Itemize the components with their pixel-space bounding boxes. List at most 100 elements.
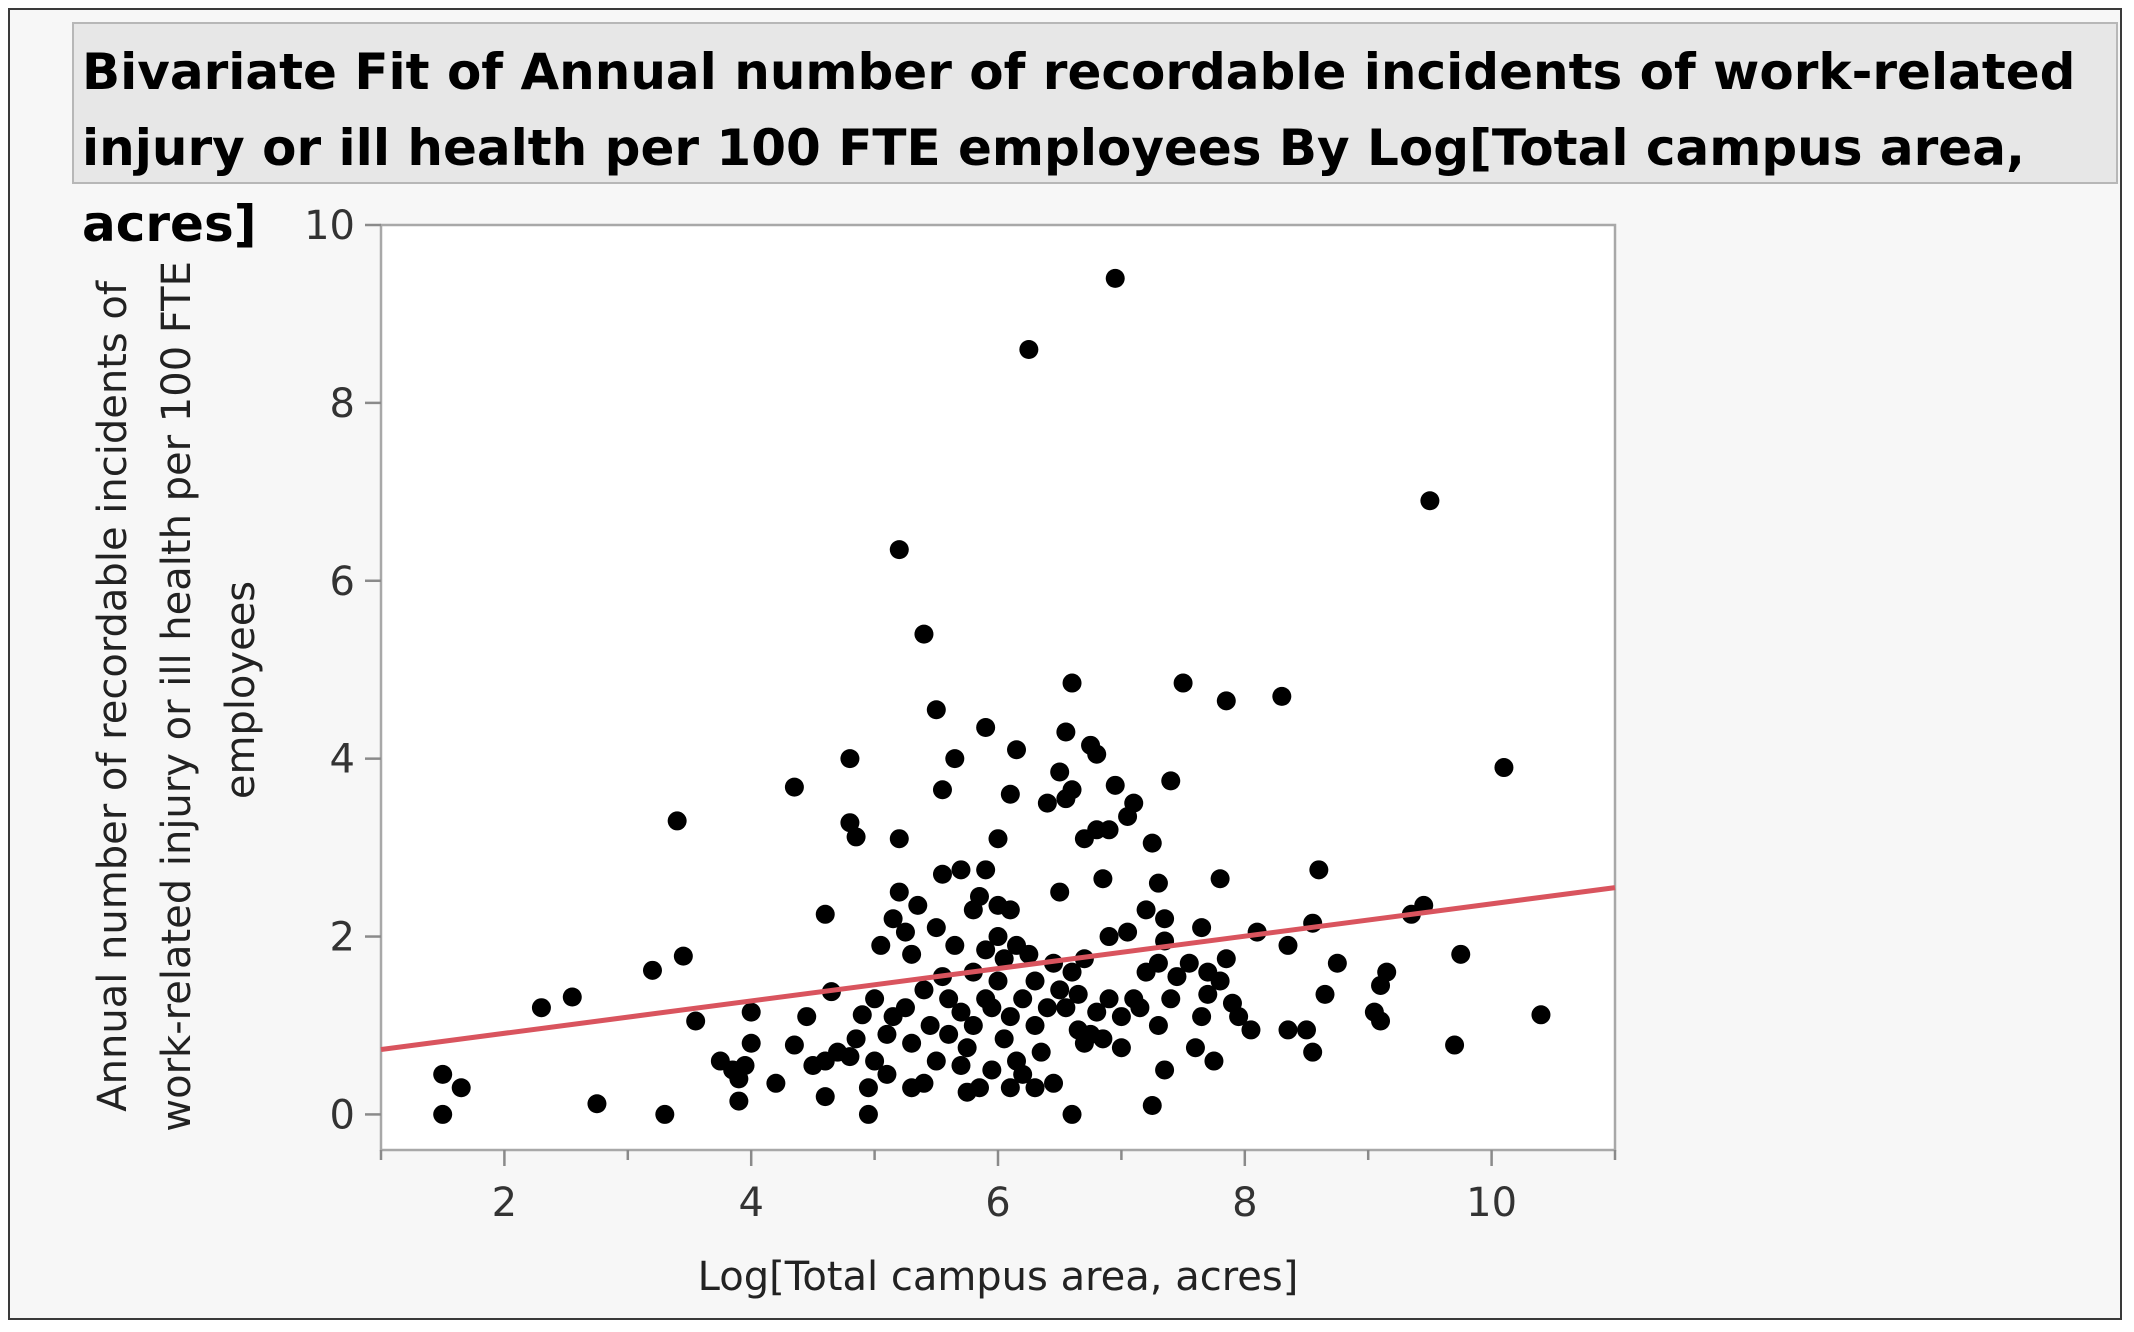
plot-frame [379,223,1617,1152]
scatter-point [1179,953,1199,973]
scatter-point [926,918,946,938]
scatter-point [451,1078,471,1098]
scatter-point [1327,953,1347,973]
scatter-point [1093,869,1113,889]
scatter-point [1148,873,1168,893]
scatter-point [1111,1007,1131,1027]
svg-text:Annual number of recordable in: Annual number of recordable incidents of… [90,248,264,1131]
scatter-point [1420,491,1440,511]
scatter-point [889,540,909,560]
scatter-point [865,1051,885,1071]
scatter-point [1044,1073,1064,1093]
scatter-point [939,989,959,1009]
scatter-point [1007,740,1027,760]
scatter-point [988,829,1008,849]
scatter-point [1000,1007,1020,1027]
scatter-point [877,1064,897,1084]
scatter-point [976,940,996,960]
scatter-point [951,1056,971,1076]
scatter-point [889,829,909,849]
scatter-point [840,749,860,769]
scatter-point [1185,1038,1205,1058]
scatter-point [1142,833,1162,853]
scatter-point [784,1035,804,1055]
scatter-point [914,1073,934,1093]
scatter-point [871,935,891,955]
scatter-point [642,960,662,980]
x-tick-label: 4 [738,1180,763,1226]
scatter-point [1050,882,1070,902]
scatter-point [902,1033,922,1053]
scatter-point [1056,722,1076,742]
scatter-point [1013,1064,1033,1084]
scatter-point [735,1056,755,1076]
y-axis-label-line-1: Annual number of recordable incidents of [90,280,136,1112]
scatter-point [1105,268,1125,288]
scatter-point [1216,691,1236,711]
scatter-point [951,1002,971,1022]
scatter-point [858,1078,878,1098]
scatter-point [1210,971,1230,991]
y-axis: 0 2 4 6 8 10 [304,203,381,1138]
scatter-point [1451,944,1471,964]
scatter-point [895,922,915,942]
scatter-point [1315,984,1335,1004]
fit-line-layer [380,885,1616,1052]
y-tick-label: 0 [330,1092,355,1138]
x-tick-label: 6 [985,1180,1010,1226]
scatter-point [1118,922,1138,942]
scatter-point [1161,989,1181,1009]
scatter-point [877,1024,897,1044]
scatter-point [1136,900,1156,920]
scatter-point [932,780,952,800]
scatter-point [1050,762,1070,782]
y-axis-label-line-2: work-related injury or ill health per 10… [154,261,200,1131]
scatter-point [932,864,952,884]
scatter-point [1019,944,1039,964]
scatter-point [797,1007,817,1027]
scatter-point [1000,900,1020,920]
scatter-point [852,1005,872,1025]
scatter-point [945,749,965,769]
scatter-point [920,1015,940,1035]
scatter-point [1173,673,1193,693]
scatter-point [1025,1015,1045,1035]
scatter-point [433,1064,453,1084]
scatter-point [1087,744,1107,764]
scatter-point [951,860,971,880]
scatter-point [1013,989,1033,1009]
scatter-point [1216,949,1236,969]
scatter-point [766,1073,786,1093]
scatter-point [1204,1051,1224,1071]
x-tick-label: 8 [1232,1180,1257,1226]
scatter-point [939,1024,959,1044]
scatter-point [976,718,996,738]
scatter-point [1019,340,1039,360]
scatter-point [1192,1007,1212,1027]
scatter-point [1309,860,1329,880]
scatter-point [1241,1020,1261,1040]
scatter-point [1278,1020,1298,1040]
scatter-point [895,998,915,1018]
scatter-point [686,1011,706,1031]
scatter-point [815,904,835,924]
scatter-point [1000,1078,1020,1098]
x-tick-label: 2 [492,1180,517,1226]
scatter-point [815,1087,835,1107]
scatter-point [1062,962,1082,982]
scatter-point [1155,1060,1175,1080]
scatter-point [1148,1015,1168,1035]
scatter-point [994,1029,1014,1049]
scatter-point [1068,984,1088,1004]
scatter-point [1062,780,1082,800]
scatter-point [1093,1029,1113,1049]
scatter-point [1142,1096,1162,1116]
scatter-point [846,827,866,847]
scatter-point [883,909,903,929]
scatter-point [1371,1011,1391,1031]
scatter-point [1445,1035,1465,1055]
scatter-point [741,1033,761,1053]
scatter-point [982,998,1002,1018]
scatter-point [531,998,551,1018]
scatter-point [1167,967,1187,987]
